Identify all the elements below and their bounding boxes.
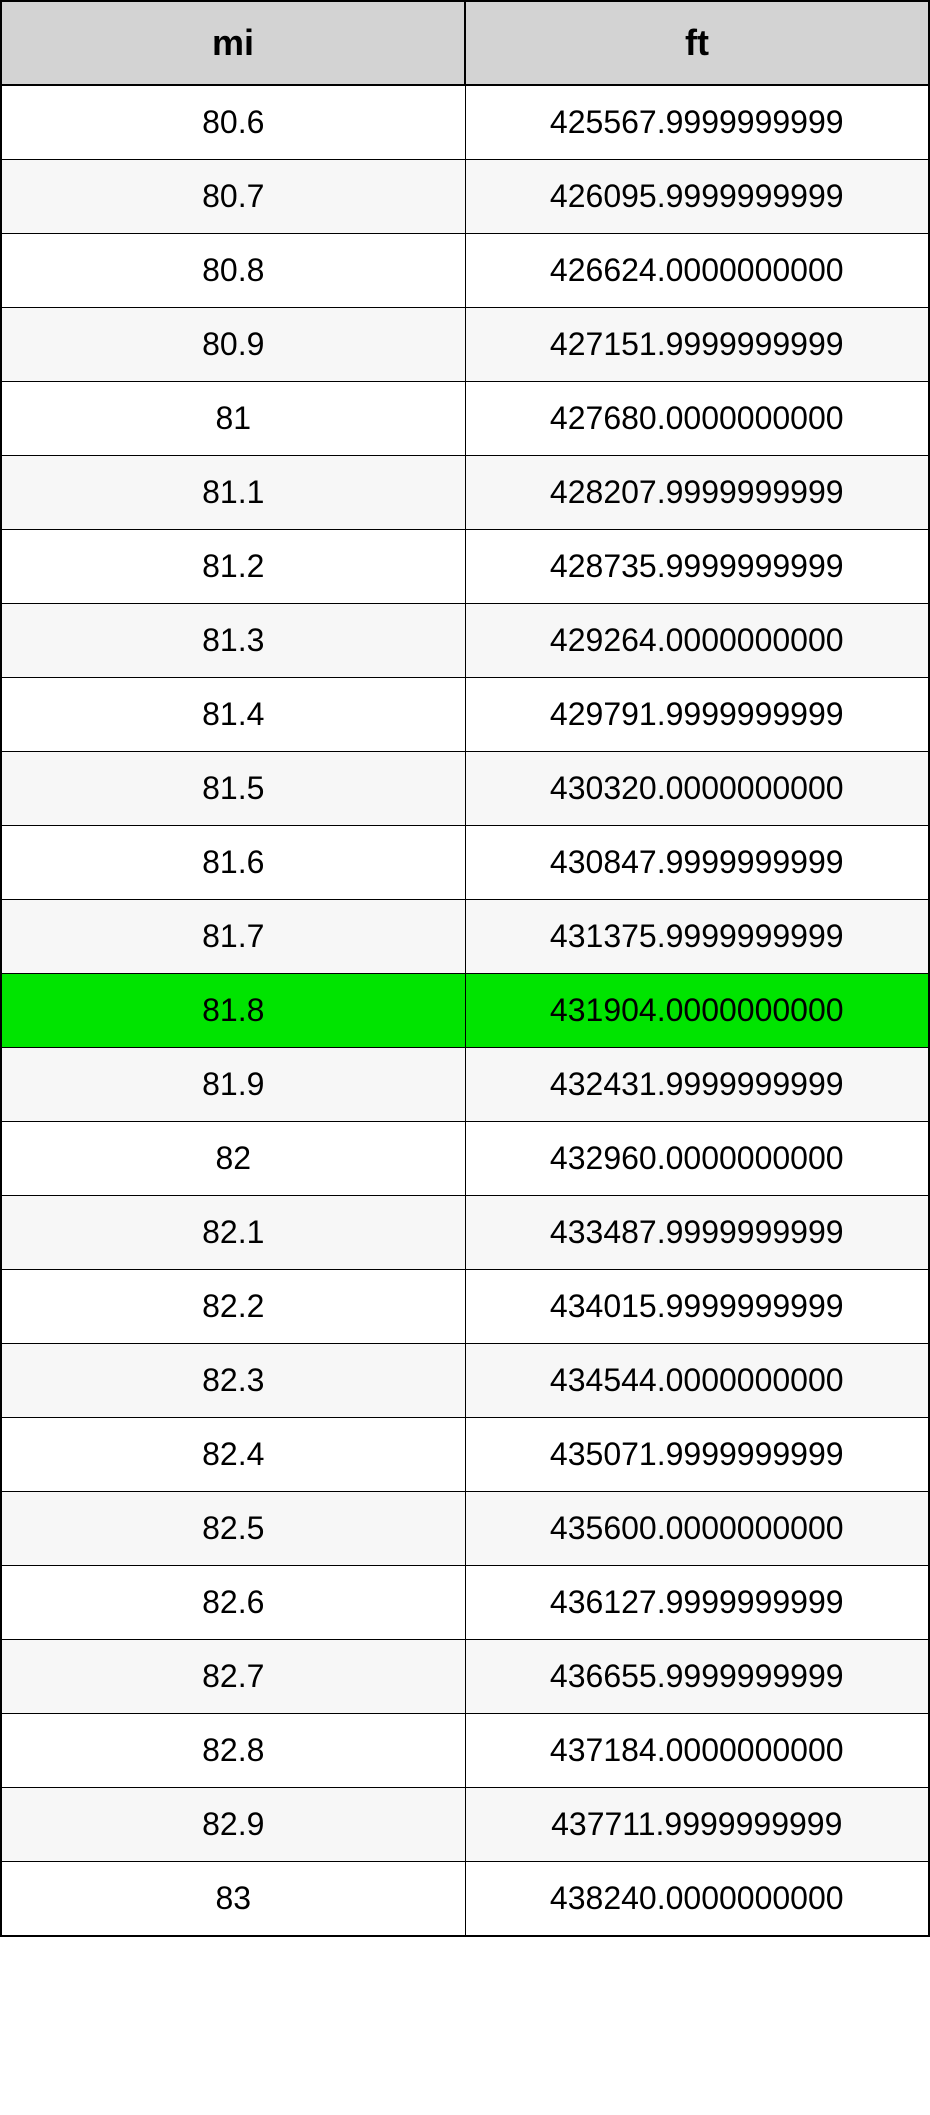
table-row: 81.2428735.9999999999: [1, 530, 929, 604]
table-row: 82.5435600.0000000000: [1, 1492, 929, 1566]
cell-mi: 81.4: [1, 678, 465, 752]
table-row: 81.3429264.0000000000: [1, 604, 929, 678]
table-row: 81.8431904.0000000000: [1, 974, 929, 1048]
table-row: 81.4429791.9999999999: [1, 678, 929, 752]
cell-mi: 82.5: [1, 1492, 465, 1566]
cell-ft: 437711.9999999999: [465, 1788, 929, 1862]
table-row: 82.7436655.9999999999: [1, 1640, 929, 1714]
table-row: 82.4435071.9999999999: [1, 1418, 929, 1492]
cell-mi: 82.9: [1, 1788, 465, 1862]
cell-ft: 427680.0000000000: [465, 382, 929, 456]
cell-ft: 427151.9999999999: [465, 308, 929, 382]
table-row: 81427680.0000000000: [1, 382, 929, 456]
cell-ft: 428207.9999999999: [465, 456, 929, 530]
table-row: 81.9432431.9999999999: [1, 1048, 929, 1122]
cell-ft: 429791.9999999999: [465, 678, 929, 752]
table-row: 82.2434015.9999999999: [1, 1270, 929, 1344]
cell-mi: 82.6: [1, 1566, 465, 1640]
cell-ft: 434544.0000000000: [465, 1344, 929, 1418]
column-header-ft: ft: [465, 1, 929, 85]
cell-mi: 80.6: [1, 85, 465, 160]
cell-mi: 81.6: [1, 826, 465, 900]
cell-ft: 432960.0000000000: [465, 1122, 929, 1196]
cell-mi: 81.1: [1, 456, 465, 530]
cell-mi: 82.3: [1, 1344, 465, 1418]
cell-ft: 438240.0000000000: [465, 1862, 929, 1937]
cell-ft: 436127.9999999999: [465, 1566, 929, 1640]
cell-ft: 433487.9999999999: [465, 1196, 929, 1270]
cell-mi: 81.3: [1, 604, 465, 678]
cell-mi: 83: [1, 1862, 465, 1937]
cell-ft: 434015.9999999999: [465, 1270, 929, 1344]
table-row: 81.5430320.0000000000: [1, 752, 929, 826]
table-row: 82.6436127.9999999999: [1, 1566, 929, 1640]
cell-ft: 429264.0000000000: [465, 604, 929, 678]
cell-ft: 426624.0000000000: [465, 234, 929, 308]
cell-ft: 437184.0000000000: [465, 1714, 929, 1788]
table-row: 80.9427151.9999999999: [1, 308, 929, 382]
table-row: 82.1433487.9999999999: [1, 1196, 929, 1270]
cell-ft: 430847.9999999999: [465, 826, 929, 900]
table-row: 80.8426624.0000000000: [1, 234, 929, 308]
cell-ft: 428735.9999999999: [465, 530, 929, 604]
table-row: 81.1428207.9999999999: [1, 456, 929, 530]
table-row: 82.3434544.0000000000: [1, 1344, 929, 1418]
cell-mi: 81.7: [1, 900, 465, 974]
cell-ft: 432431.9999999999: [465, 1048, 929, 1122]
cell-ft: 435600.0000000000: [465, 1492, 929, 1566]
cell-ft: 430320.0000000000: [465, 752, 929, 826]
table-row: 81.7431375.9999999999: [1, 900, 929, 974]
cell-mi: 82.2: [1, 1270, 465, 1344]
cell-ft: 436655.9999999999: [465, 1640, 929, 1714]
cell-mi: 82.1: [1, 1196, 465, 1270]
cell-ft: 431375.9999999999: [465, 900, 929, 974]
cell-mi: 80.7: [1, 160, 465, 234]
cell-mi: 81: [1, 382, 465, 456]
table-row: 80.6425567.9999999999: [1, 85, 929, 160]
table-header-row: mi ft: [1, 1, 929, 85]
cell-ft: 425567.9999999999: [465, 85, 929, 160]
cell-mi: 82.8: [1, 1714, 465, 1788]
cell-mi: 80.8: [1, 234, 465, 308]
table-row: 80.7426095.9999999999: [1, 160, 929, 234]
table-body: 80.6425567.999999999980.7426095.99999999…: [1, 85, 929, 1936]
cell-ft: 431904.0000000000: [465, 974, 929, 1048]
table-row: 82.8437184.0000000000: [1, 1714, 929, 1788]
cell-mi: 81.2: [1, 530, 465, 604]
table-row: 81.6430847.9999999999: [1, 826, 929, 900]
cell-mi: 82.4: [1, 1418, 465, 1492]
table-row: 83438240.0000000000: [1, 1862, 929, 1937]
cell-mi: 81.9: [1, 1048, 465, 1122]
cell-mi: 81.5: [1, 752, 465, 826]
cell-ft: 435071.9999999999: [465, 1418, 929, 1492]
cell-mi: 81.8: [1, 974, 465, 1048]
cell-mi: 82: [1, 1122, 465, 1196]
table-row: 82432960.0000000000: [1, 1122, 929, 1196]
cell-mi: 80.9: [1, 308, 465, 382]
column-header-mi: mi: [1, 1, 465, 85]
conversion-table: mi ft 80.6425567.999999999980.7426095.99…: [0, 0, 930, 1937]
cell-mi: 82.7: [1, 1640, 465, 1714]
table-row: 82.9437711.9999999999: [1, 1788, 929, 1862]
cell-ft: 426095.9999999999: [465, 160, 929, 234]
